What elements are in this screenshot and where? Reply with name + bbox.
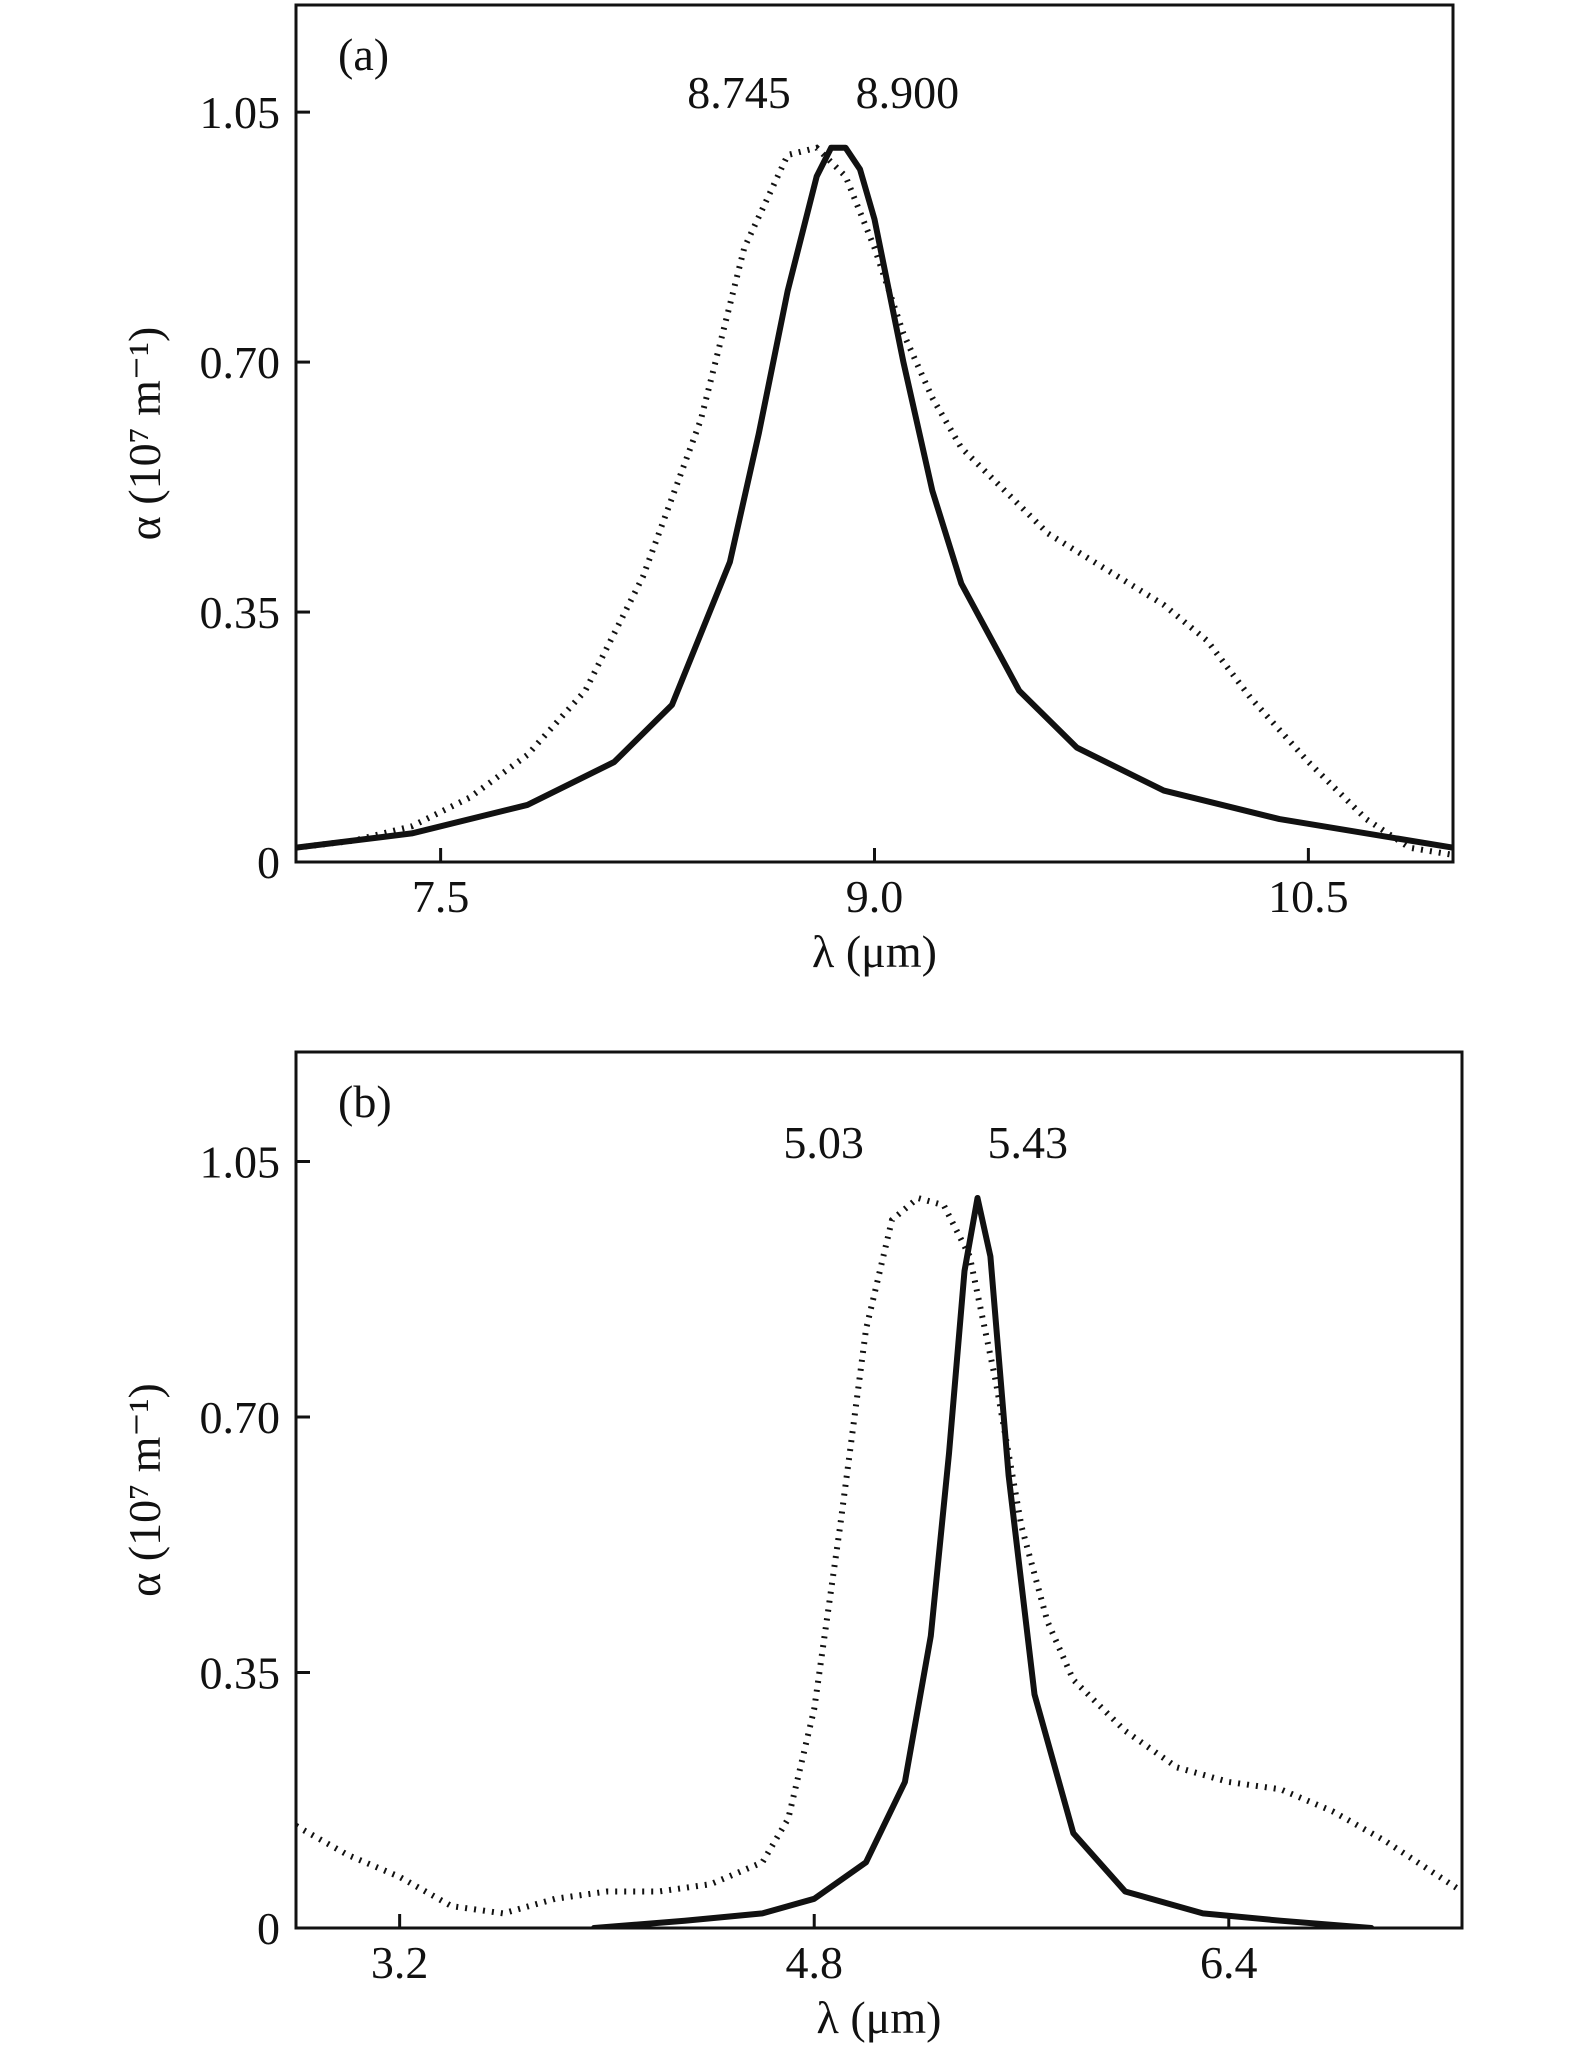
measured-curve-dotted [296,1194,1462,1917]
panel-label: (a) [338,29,389,80]
plot-frame [294,3,1455,864]
x-tick-label: 10.5 [1268,871,1349,922]
y-tick-label: 0.70 [200,1392,281,1443]
y-tick-label: 1.05 [200,87,281,138]
peak-annotation: 8.900 [856,67,960,118]
fitted-curve-solid [591,1195,1375,1928]
panel-b: 0 0.35 0.70 1.05 3.2 4.8 6.4 λ (μm) α (10⁷ m⁻¹) (… [119,1050,1464,2043]
panel-a: 0 0.35 0.70 1.05 7.5 9.0 10.5 λ (μm) α (10⁷ m⁻¹)… [119,3,1455,977]
x-axis-label: λ (μm) [817,1992,942,2043]
x-tick-label: 9.0 [846,871,904,922]
y-tick-label: 0 [257,1903,280,1954]
x-axis-label: λ (μm) [812,926,937,977]
peak-annotation: 5.43 [987,1117,1067,1168]
x-tick-label: 4.8 [785,1937,843,1988]
panel-label: (b) [338,1076,392,1127]
y-tick-label: 0.35 [200,587,281,638]
plot-frame [294,1050,1464,1930]
x-tick-label: 7.5 [412,871,470,922]
peak-annotation: 5.03 [783,1117,864,1168]
measured-curve-dotted [296,144,1453,858]
x-tick-label: 3.2 [371,1937,429,1988]
y-axis-label: α (10⁷ m⁻¹) [119,1383,170,1597]
y-tick-label: 0 [257,837,280,888]
x-tick-label: 6.4 [1200,1937,1258,1988]
y-tick-label: 1.05 [200,1137,281,1188]
fitted-curve-solid [296,144,1453,851]
peak-annotation: 8.745 [687,67,791,118]
y-axis-label: α (10⁷ m⁻¹) [119,327,170,541]
y-tick-label: 0.70 [200,337,281,388]
y-tick-label: 0.35 [200,1648,281,1699]
